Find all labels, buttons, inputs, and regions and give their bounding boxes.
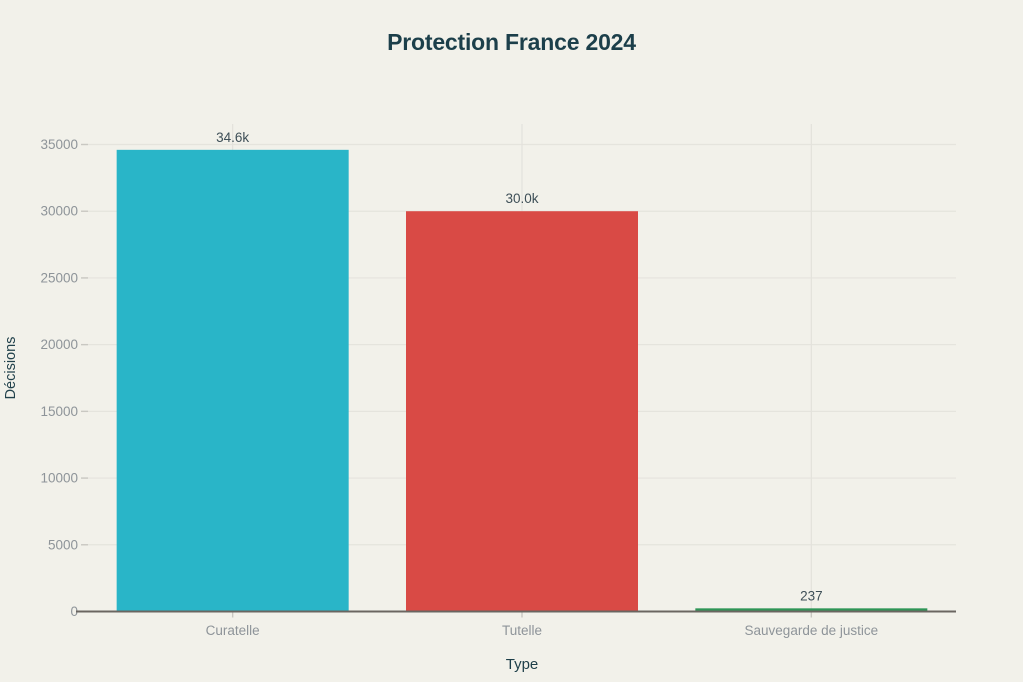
y-tick-label: 15000 (40, 404, 78, 419)
y-tick-label: 5000 (48, 537, 78, 552)
y-tick-label: 20000 (40, 337, 78, 352)
x-tick-label: Sauvegarde de justice (745, 623, 879, 638)
x-axis-title: Type (505, 656, 539, 673)
bar-value-label: 34.6k (216, 130, 249, 145)
y-tick-label: 0 (70, 604, 78, 619)
y-tick-label: 30000 (40, 204, 78, 219)
bar-value-label: 30.0k (505, 191, 538, 206)
y-tick-label: 25000 (40, 270, 78, 285)
y-axis-title: Décisions (3, 336, 19, 400)
y-tick-label: 10000 (40, 471, 78, 486)
chart-title: Protection France 2024 (387, 29, 636, 55)
bar-value-label: 237 (800, 588, 823, 603)
bar (406, 211, 638, 612)
x-tick-label: Curatelle (206, 623, 260, 638)
y-tick-label: 35000 (40, 137, 78, 152)
x-tick-label: Tutelle (502, 623, 542, 638)
bar (695, 608, 928, 612)
bar (116, 149, 349, 612)
